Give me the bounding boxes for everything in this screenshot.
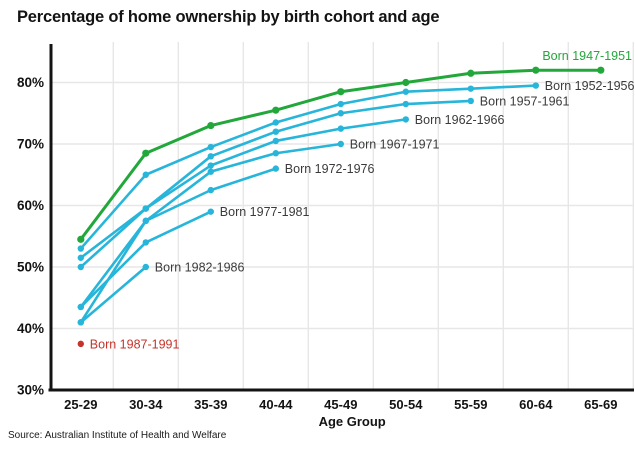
series-line-born-1982-1986	[79, 265, 148, 324]
data-point-born-1952-1956	[402, 88, 409, 95]
data-point-born-1972-1976	[272, 165, 279, 172]
data-point-born-1957-1961	[77, 254, 85, 261]
data-point-born-1957-1961	[337, 110, 344, 117]
data-point-born-1957-1961	[467, 97, 474, 105]
data-point-born-1952-1956	[142, 171, 149, 178]
y-tick-label: 70%	[17, 137, 44, 152]
data-point-born-1952-1956	[337, 100, 344, 108]
x-tick-label: 55-59	[454, 397, 487, 412]
data-point-born-1972-1976	[77, 319, 85, 326]
data-point-born-1947-1951	[597, 66, 605, 74]
series-line-born-1952-1956	[79, 84, 538, 250]
data-point-born-1962-1966	[272, 137, 279, 145]
data-point-born-1952-1956	[467, 85, 474, 92]
x-tick-label: 45-49	[324, 397, 357, 412]
data-point-born-1972-1976	[207, 186, 214, 194]
data-point-born-1967-1971	[337, 140, 344, 148]
data-point-born-1947-1951	[272, 106, 280, 114]
x-axis-title: Age Group	[319, 414, 386, 429]
y-tick-label: 50%	[17, 260, 44, 275]
data-point-born-1962-1966	[402, 116, 409, 123]
y-tick-label: 60%	[17, 198, 44, 213]
data-point-born-1947-1951	[532, 66, 540, 74]
series-label-born-1972-1976: Born 1972-1976	[285, 162, 375, 176]
data-point-born-1957-1961	[402, 100, 409, 108]
x-tick-label: 25-29	[64, 397, 97, 412]
series-label-born-1957-1961: Born 1957-1961	[480, 94, 570, 108]
series-label-born-1982-1986: Born 1982-1986	[155, 261, 245, 275]
series-label-born-1962-1966: Born 1962-1966	[415, 113, 505, 127]
data-point-born-1947-1951	[207, 121, 215, 130]
data-point-born-1962-1966	[77, 263, 85, 271]
source-note: Source: Australian Institute of Health a…	[8, 430, 227, 441]
series-label-born-1987-1991: Born 1987-1991	[90, 337, 180, 351]
data-point-born-1952-1956	[207, 143, 214, 151]
x-tick-label: 30-34	[129, 397, 163, 412]
series-label-born-1977-1981: Born 1977-1981	[220, 205, 310, 219]
data-point-born-1977-1981	[142, 239, 149, 246]
data-point-born-1962-1966	[207, 162, 214, 169]
data-point-born-1962-1966	[337, 125, 344, 132]
x-tick-label: 35-39	[194, 397, 227, 412]
data-point-born-1967-1971	[272, 150, 279, 157]
data-point-born-1957-1961	[207, 153, 214, 160]
series-label-born-1967-1971: Born 1967-1971	[350, 138, 440, 152]
data-point-born-1947-1951	[402, 78, 410, 87]
x-tick-label: 50-54	[389, 397, 423, 412]
y-tick-label: 40%	[17, 321, 44, 336]
data-point-born-1987-1991	[77, 340, 85, 348]
series-line-born-1972-1976	[79, 167, 278, 324]
y-tick-label: 80%	[17, 75, 44, 90]
data-point-born-1952-1956	[77, 245, 85, 252]
series-label-born-1952-1956: Born 1952-1956	[545, 79, 635, 93]
series-label-born-1947-1951: Born 1947-1951	[542, 49, 632, 63]
x-tick-label: 60-64	[519, 397, 553, 412]
data-point-born-1947-1951	[467, 69, 475, 77]
data-point-born-1952-1956	[272, 119, 279, 126]
chart-title: Percentage of home ownership by birth co…	[17, 8, 440, 26]
x-tick-label: 65-69	[584, 397, 617, 412]
data-point-born-1967-1971	[207, 168, 214, 175]
data-point-born-1947-1951	[337, 88, 345, 96]
data-point-born-1952-1956	[532, 82, 539, 89]
data-point-born-1967-1971	[77, 303, 85, 311]
data-point-born-1957-1961	[272, 128, 279, 135]
x-tick-label: 40-44	[259, 397, 293, 412]
data-point-born-1957-1961	[142, 205, 149, 212]
data-point-born-1947-1951	[142, 149, 150, 157]
data-point-born-1982-1986	[142, 263, 149, 271]
data-point-born-1947-1951	[77, 235, 85, 243]
data-point-born-1967-1971	[142, 217, 149, 225]
y-tick-label: 30%	[17, 383, 44, 398]
data-point-born-1977-1981	[207, 208, 214, 215]
